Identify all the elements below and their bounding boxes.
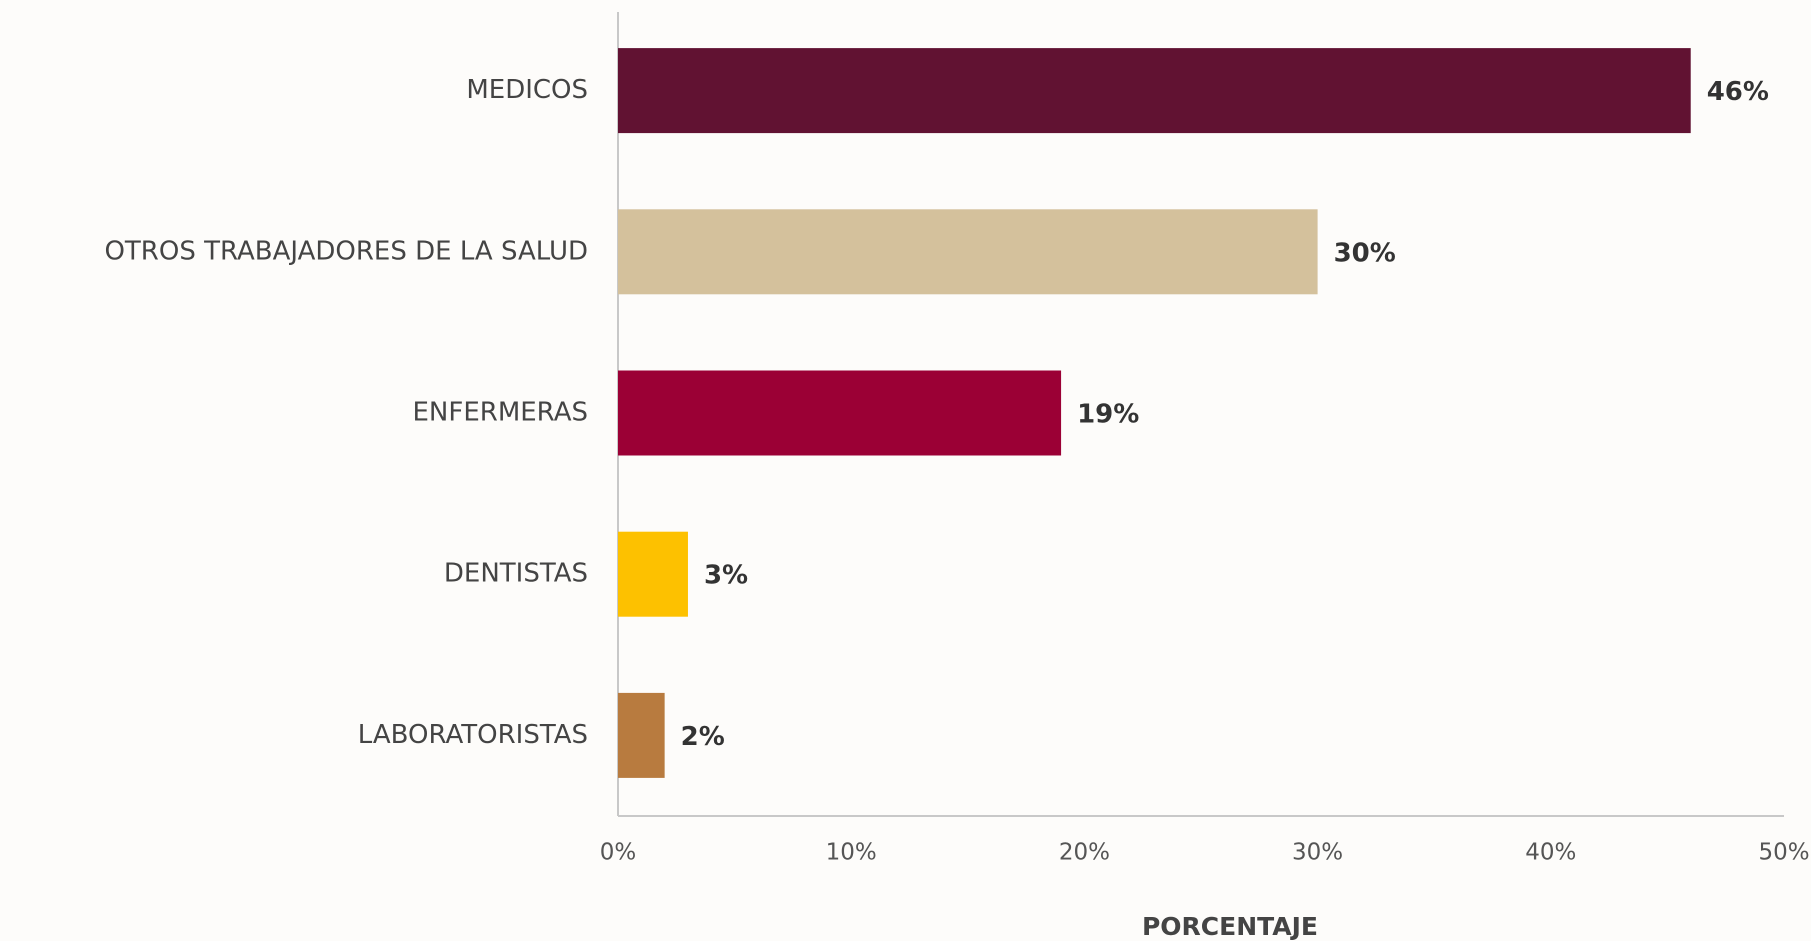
x-tick-label: 30% [1292,840,1343,866]
y-tick-label: DENTISTAS [444,559,588,589]
x-tick-label: 40% [1525,840,1576,866]
data-label: 19% [1077,400,1139,430]
bar [618,48,1691,134]
x-tick-label: 10% [826,840,877,866]
y-tick-label: MEDICOS [466,75,588,105]
y-tick-label: LABORATORISTAS [358,720,588,750]
data-label: 46% [1707,77,1769,107]
x-tick-label: 0% [600,840,637,866]
bar [618,531,688,617]
data-label: 30% [1334,238,1396,268]
x-tick-label: 20% [1059,840,1110,866]
y-tick-label: OTROS TRABAJADORES DE LA SALUD [104,236,588,266]
bar [618,209,1318,295]
bar [618,370,1062,456]
data-label: 3% [704,561,748,591]
y-tick-label: ENFERMERAS [413,398,589,428]
data-label: 2% [681,722,725,752]
x-tick-label: 50% [1758,840,1809,866]
bar [618,692,665,778]
x-axis-title: PORCENTAJE [1142,912,1318,941]
